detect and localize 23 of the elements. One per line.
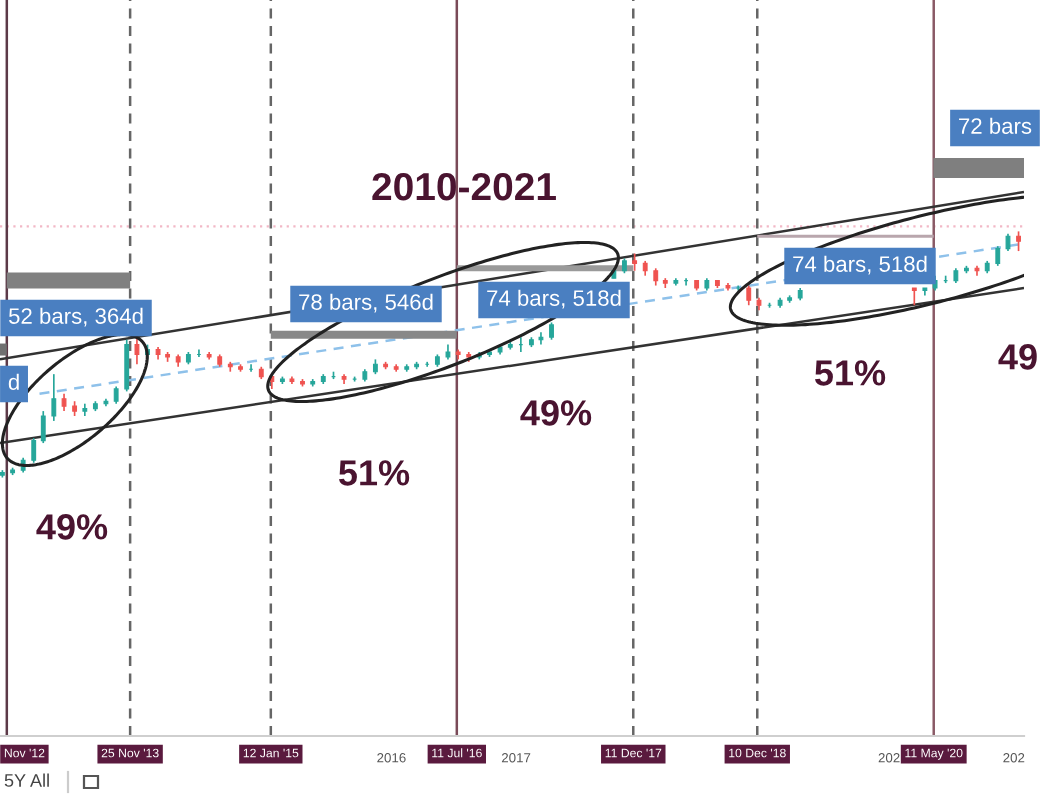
candlestick: [124, 338, 130, 393]
text: 72 bars: [959, 117, 1032, 134]
annotation: 78 bars, 546d: [299, 293, 433, 313]
candlestick: [1016, 230, 1021, 252]
candlestick: [911, 287, 917, 307]
text: 49%: [36, 514, 108, 540]
candlestick: [995, 245, 1001, 267]
candlestick: [31, 437, 37, 464]
candlestick: [40, 410, 46, 444]
annotation: 74 bars, 518d: [487, 289, 621, 309]
candlestick: [134, 336, 140, 366]
annotation: 51%: [814, 360, 886, 386]
annotation: d: [8, 373, 19, 390]
candlestick: [538, 331, 544, 346]
annotation: 49: [998, 344, 1037, 370]
annotation: 49%: [520, 400, 592, 426]
annotation: 51%: [338, 460, 410, 486]
annotation: 74 bars, 518d: [793, 255, 927, 275]
candlestick: [51, 373, 57, 422]
candlestick: [746, 284, 752, 307]
text: All: [30, 773, 49, 787]
annotation: 52 bars, 364d: [8, 307, 143, 327]
text: 5Y: [4, 774, 26, 787]
